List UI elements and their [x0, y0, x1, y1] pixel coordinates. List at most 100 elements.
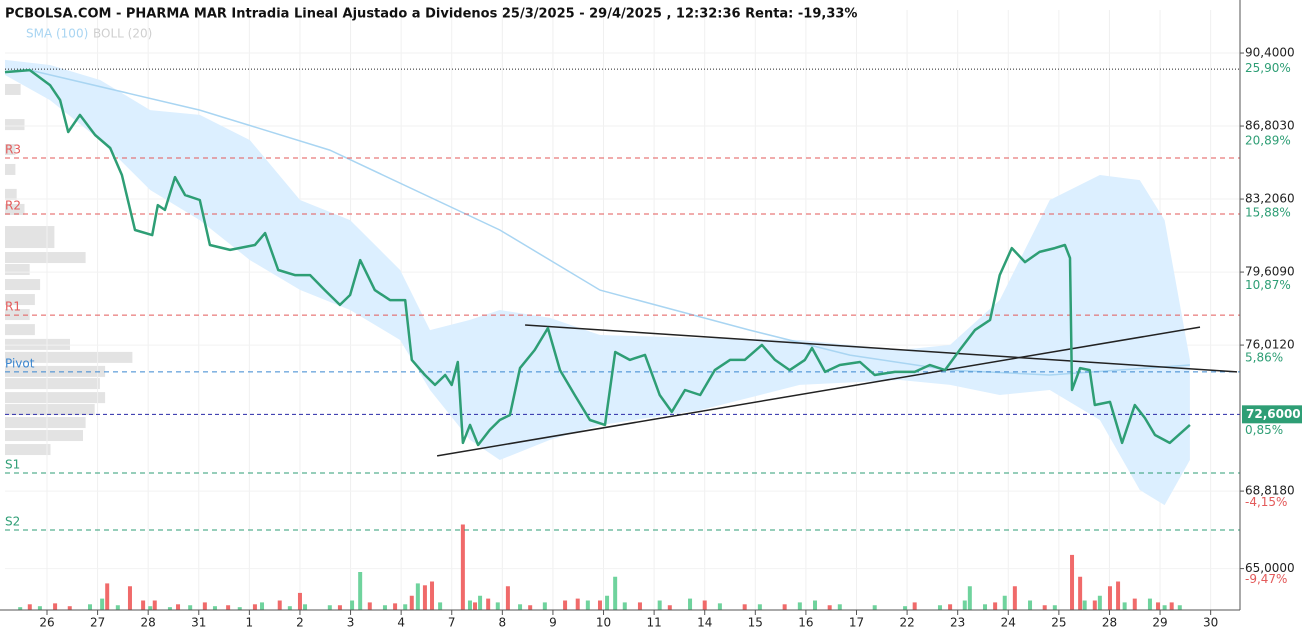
volume-bar	[1162, 605, 1167, 610]
volume-bar	[422, 585, 427, 610]
volume-bar	[212, 606, 217, 610]
volume-bar	[688, 598, 693, 610]
volume-bar	[403, 604, 408, 610]
volume-bar	[478, 595, 483, 610]
volume-bar	[702, 600, 707, 610]
profile-bar	[5, 404, 95, 416]
profile-bar	[5, 188, 17, 200]
volume-bar	[1122, 602, 1127, 610]
y-tick-label: 90,4000	[1245, 46, 1295, 60]
volume-bar	[1082, 600, 1087, 610]
x-tick-label: 7	[448, 616, 456, 630]
volume-bar	[563, 600, 568, 610]
volume-bar	[297, 592, 302, 610]
volume-bar	[18, 607, 23, 610]
volume-bar	[495, 602, 500, 610]
y2-tick-label: 0,85%	[1245, 423, 1283, 437]
x-tick-label: 29	[1152, 616, 1167, 630]
volume-bar	[1012, 586, 1017, 610]
volume-bar	[1028, 600, 1033, 610]
volume-bar	[152, 600, 157, 610]
price-line	[4, 68, 1191, 447]
volume-bar	[605, 595, 610, 610]
trendline	[436, 326, 1201, 457]
volume-bar	[948, 604, 953, 610]
last-price-label: 72,6000	[1246, 407, 1301, 421]
x-tick-label: 9	[549, 616, 557, 630]
level-label: S2	[5, 515, 20, 529]
volume-bar	[167, 607, 172, 610]
level-label: R2	[5, 198, 21, 212]
volume-bar	[782, 604, 787, 610]
volume-bar	[277, 600, 282, 610]
profile-bar	[5, 444, 51, 456]
profile-bar	[5, 430, 83, 442]
x-tick-label: 11	[646, 616, 661, 630]
volume-bar	[115, 605, 120, 610]
volume-bar	[797, 602, 802, 610]
volume-bar	[202, 602, 207, 610]
volume-bar	[237, 607, 242, 610]
volume-bar	[575, 598, 580, 610]
x-tick-label: 2	[296, 616, 304, 630]
y2-tick-label: 10,87%	[1245, 278, 1291, 292]
profile-bar	[5, 279, 41, 291]
volume-bar	[226, 605, 231, 610]
trendline	[525, 324, 1238, 373]
volume-bar	[1002, 595, 1007, 610]
volume-bar	[53, 603, 58, 610]
volume-bar	[460, 524, 465, 610]
x-tick-label: 16	[798, 616, 813, 630]
volume-bar	[105, 583, 110, 610]
volume-bar	[518, 604, 523, 610]
profile-bar	[5, 83, 21, 95]
volume-bar	[1097, 595, 1102, 610]
x-tick-label: 4	[397, 616, 405, 630]
volume-bar	[667, 605, 672, 610]
volume-bar	[27, 604, 32, 610]
chart-title: PCBOLSA.COM - PHARMA MAR Intradia Lineal…	[5, 7, 857, 22]
profile-bar	[5, 351, 133, 363]
profile-bar	[5, 119, 25, 131]
volume-bar	[260, 602, 265, 610]
volume-bar	[637, 602, 642, 610]
last-price-box	[1242, 405, 1302, 424]
volume-bar	[657, 600, 662, 610]
volume-bar	[528, 605, 533, 610]
volume-bar	[837, 604, 842, 610]
level-label: S1	[5, 457, 20, 471]
volume-bar	[1147, 598, 1152, 610]
x-tick-label: 28	[141, 616, 156, 630]
x-tick-label: 1	[246, 616, 254, 630]
volume-bar	[597, 600, 602, 610]
x-tick-label: 27	[90, 616, 105, 630]
profile-bar	[5, 264, 30, 276]
volume-bar	[327, 605, 332, 610]
volume-bar	[542, 602, 547, 610]
y-tick-label: 83,2060	[1245, 192, 1295, 206]
profile-bar	[5, 417, 86, 429]
volume-bar	[176, 604, 181, 610]
x-tick-label: 31	[191, 616, 206, 630]
volume-bar	[409, 595, 414, 610]
volume-bar	[742, 604, 747, 610]
y2-tick-label: 5,86%	[1245, 351, 1283, 365]
x-tick-label: 30	[1203, 616, 1218, 630]
profile-bar	[5, 392, 106, 404]
volume-bar	[438, 602, 443, 610]
x-tick-label: 22	[899, 616, 914, 630]
x-tick-label: 3	[347, 616, 355, 630]
volume-bar	[1092, 600, 1097, 610]
volume-bar	[1078, 576, 1083, 610]
level-label: Pivot	[5, 356, 35, 370]
profile-bar	[5, 203, 25, 215]
volume-bar	[127, 586, 132, 610]
volume-bar	[415, 583, 420, 610]
volume-bar	[903, 606, 908, 610]
x-tick-label: 14	[697, 616, 712, 630]
volume-bar	[505, 586, 510, 610]
sma-line	[29, 69, 1190, 376]
y2-tick-label: -4,15%	[1245, 495, 1287, 509]
x-tick-label: 8	[499, 616, 507, 630]
volume-bar	[1156, 602, 1161, 610]
